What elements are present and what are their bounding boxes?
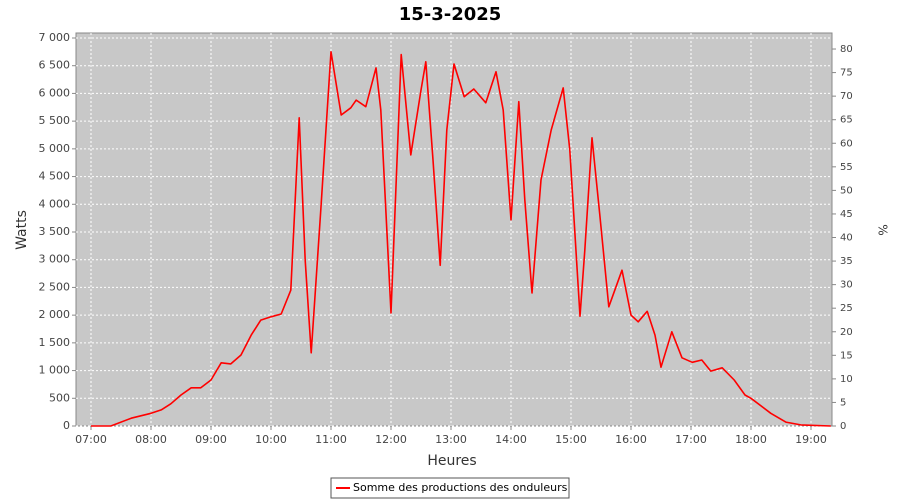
y2-tick-label: 65 bbox=[840, 115, 853, 126]
y2-tick-label: 15 bbox=[840, 350, 853, 361]
y2-tick-label: 10 bbox=[840, 374, 853, 385]
x-tick-label: 12:00 bbox=[375, 433, 407, 446]
x-tick-label: 13:00 bbox=[435, 433, 467, 446]
x-tick-label: 14:00 bbox=[495, 433, 527, 446]
y2-tick-label: 5 bbox=[840, 397, 846, 408]
y2-tick-label: 70 bbox=[840, 91, 853, 102]
y-tick-label: 2 000 bbox=[39, 308, 71, 321]
y2-tick-label: 80 bbox=[840, 44, 853, 55]
y-tick-label: 7 000 bbox=[39, 31, 71, 44]
y2-tick-label: 25 bbox=[840, 303, 853, 314]
y2-tick-label: 30 bbox=[840, 280, 853, 291]
y-tick-label: 1 500 bbox=[39, 336, 71, 349]
y-tick-label: 3 500 bbox=[39, 225, 71, 238]
y-tick-label: 1 000 bbox=[39, 364, 71, 377]
y-tick-label: 4 000 bbox=[39, 197, 71, 210]
x-axis-label: Heures bbox=[427, 453, 476, 469]
chart-title: 15-3-2025 bbox=[399, 4, 502, 25]
y-tick-label: 4 500 bbox=[39, 170, 71, 183]
legend bbox=[330, 477, 570, 499]
legend-label: Somme des productions des onduleurs bbox=[353, 481, 568, 494]
y2-tick-label: 35 bbox=[840, 256, 853, 267]
y2-axis-label: % bbox=[876, 224, 890, 235]
data-line bbox=[91, 51, 831, 427]
y2-tick-label: 20 bbox=[840, 327, 853, 338]
y2-tick-label: 45 bbox=[840, 209, 853, 220]
y2-tick-label: 55 bbox=[840, 162, 853, 173]
y-tick-label: 3 000 bbox=[39, 253, 71, 266]
x-tick-label: 19:00 bbox=[795, 433, 827, 446]
x-tick-label: 16:00 bbox=[615, 433, 647, 446]
x-tick-label: 09:00 bbox=[195, 433, 227, 446]
y-tick-label: 500 bbox=[49, 391, 70, 404]
x-tick-label: 18:00 bbox=[735, 433, 767, 446]
y2-tick-label: 75 bbox=[840, 68, 853, 79]
y-tick-label: 0 bbox=[63, 419, 70, 432]
y-tick-label: 5 500 bbox=[39, 114, 71, 127]
y-tick-label: 2 500 bbox=[39, 280, 71, 293]
x-tick-label: 08:00 bbox=[135, 433, 167, 446]
y-axis-label: Watts bbox=[14, 210, 30, 250]
plot-area bbox=[75, 32, 833, 427]
y-tick-label: 5 000 bbox=[39, 142, 71, 155]
x-tick-label: 07:00 bbox=[75, 433, 107, 446]
y-tick-label: 6 000 bbox=[39, 86, 71, 99]
y-tick-label: 6 500 bbox=[39, 59, 71, 72]
x-tick-label: 11:00 bbox=[315, 433, 347, 446]
x-tick-label: 10:00 bbox=[255, 433, 287, 446]
y2-tick-label: 60 bbox=[840, 138, 853, 149]
y2-tick-label: 50 bbox=[840, 185, 853, 196]
x-tick-label: 15:00 bbox=[555, 433, 587, 446]
y2-tick-label: 0 bbox=[840, 421, 846, 432]
x-tick-label: 17:00 bbox=[675, 433, 707, 446]
y2-tick-label: 40 bbox=[840, 233, 853, 244]
